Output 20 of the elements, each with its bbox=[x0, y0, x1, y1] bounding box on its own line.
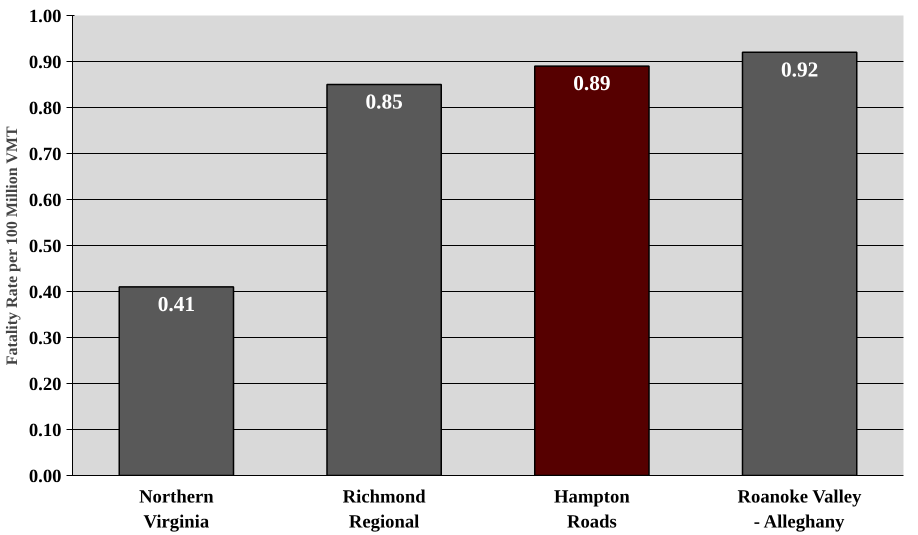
y-tick-label: 0.00 bbox=[28, 466, 62, 487]
y-tick-label: 0.70 bbox=[28, 144, 62, 165]
y-tick-label: 0.30 bbox=[28, 328, 62, 349]
y-tick-label: 0.50 bbox=[28, 236, 62, 257]
data-label: 0.89 bbox=[573, 71, 611, 96]
x-tick-label: Richmond Regional bbox=[342, 486, 426, 533]
x-tick-label: Northern Virginia bbox=[139, 486, 214, 533]
x-tick-label: Roanoke Valley - Alleghany bbox=[738, 486, 862, 533]
data-label: 0.85 bbox=[365, 90, 403, 114]
y-tick-label: 1.00 bbox=[28, 6, 62, 27]
y-tick-label: 0.60 bbox=[28, 190, 62, 211]
x-tick-label: Hampton Roads bbox=[554, 486, 630, 533]
y-tick-label: 0.90 bbox=[28, 52, 62, 73]
y-tick-label: 0.20 bbox=[28, 374, 62, 395]
y-tick-label: 0.80 bbox=[28, 98, 62, 119]
data-label: 0.41 bbox=[158, 292, 196, 316]
y-tick-label: 0.10 bbox=[28, 420, 62, 441]
y-axis-title: Fatality Rate per 100 Million VMT bbox=[4, 126, 21, 366]
data-label: 0.92 bbox=[780, 57, 818, 82]
y-tick-label: 0.40 bbox=[28, 282, 62, 303]
